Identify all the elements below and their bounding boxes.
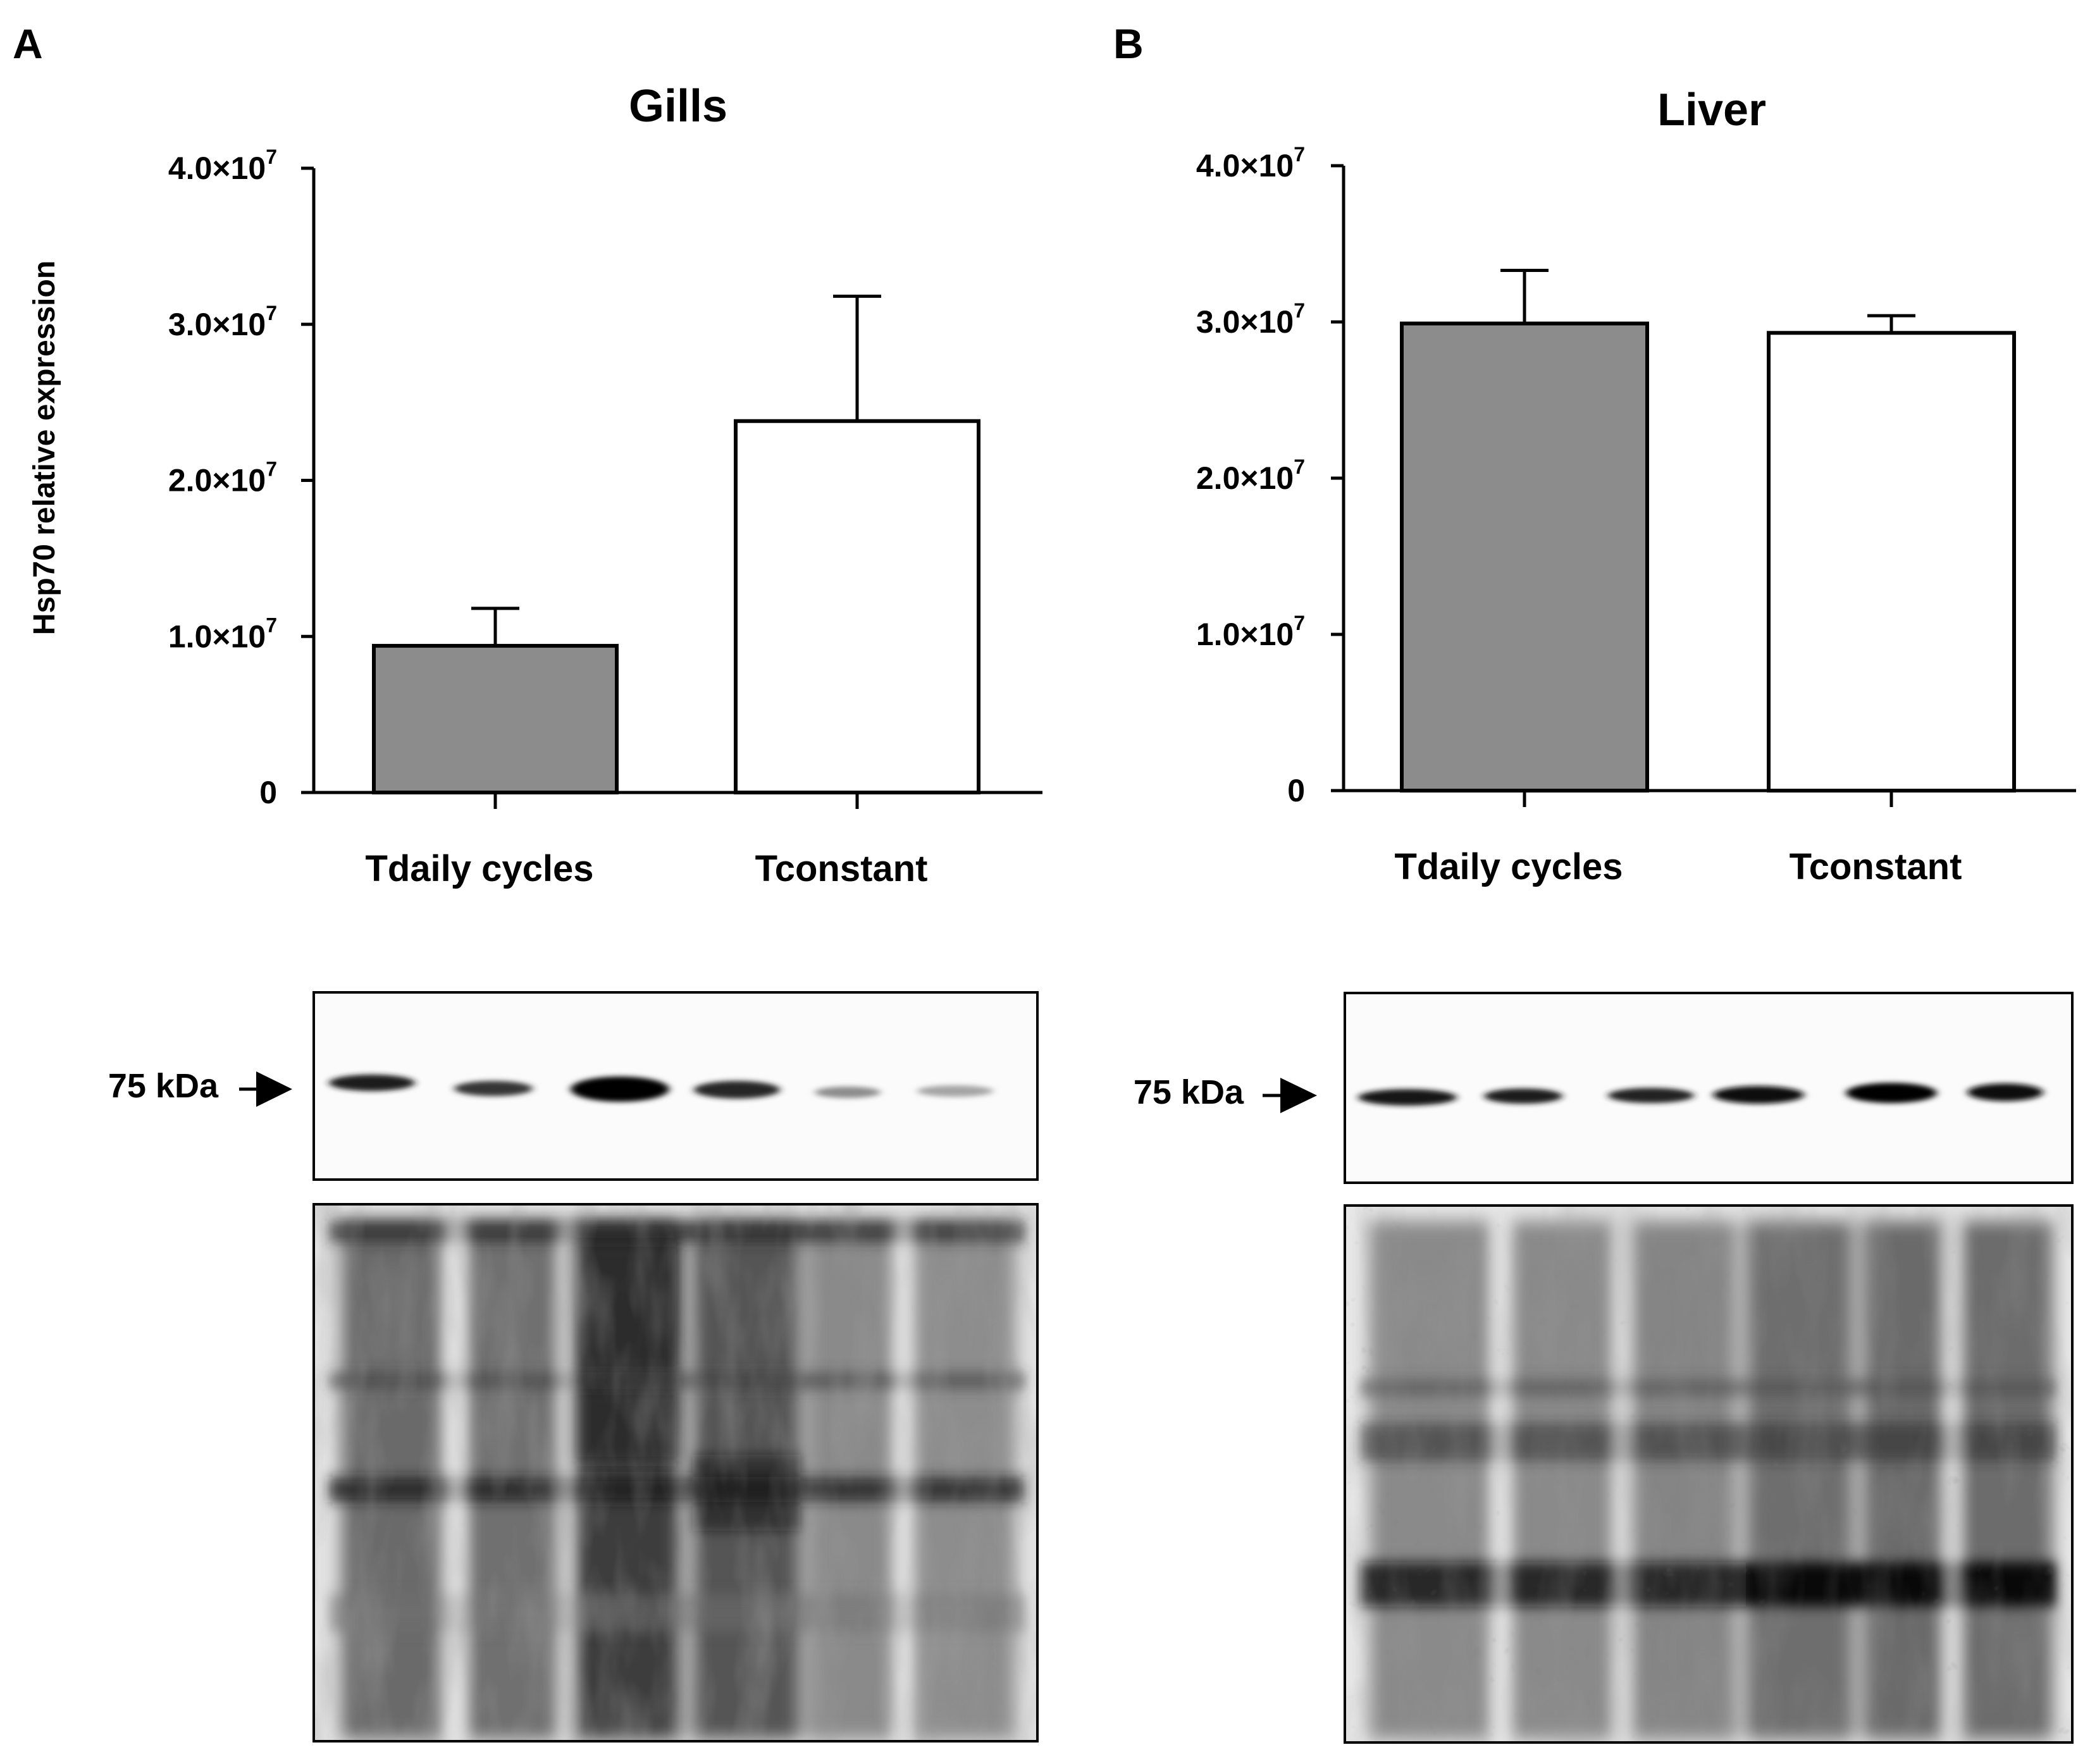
- y-tick-label-liver: 4.0×107: [1196, 143, 1305, 183]
- category-label-liver: Tdaily cycles: [1394, 846, 1623, 887]
- band-liver-5: [1846, 1083, 1937, 1103]
- y-tick-label-liver: 0: [1287, 773, 1305, 808]
- band-gills-6: [917, 1085, 993, 1097]
- band-gills-1: [329, 1075, 415, 1091]
- y-tick-label-gills: 1.0×107: [168, 614, 277, 654]
- blot-gills-frame: [312, 991, 1039, 1181]
- y-tick-label-gills: 2.0×107: [168, 458, 277, 498]
- y-tick-label-gills: 4.0×107: [168, 145, 277, 186]
- marker-arrow-gills: [239, 1071, 292, 1107]
- bar-gills-1: [734, 419, 980, 794]
- band-liver-2: [1484, 1089, 1562, 1104]
- y-tick-label-liver: 1.0×107: [1196, 612, 1305, 652]
- western-blot-liver: 75 kDa: [1134, 992, 2074, 1184]
- category-label-gills: Tdaily cycles: [365, 848, 593, 889]
- y-tick-label-gills: 0: [259, 775, 277, 810]
- blot-liver-frame: [1344, 992, 2074, 1184]
- chart-title-gills: Gills: [629, 81, 727, 132]
- band-liver-3: [1608, 1088, 1694, 1103]
- chart-gills: 0 1.0×107 2.0×107 3.0×107 4.0×107 Tdaily cycl…: [168, 145, 1042, 889]
- chart-liver: 0 1.0×107 2.0×107 3.0×107 4.0×107 Tdaily cycl…: [1196, 143, 2076, 887]
- y-axis-label: Hsp70 relative expression: [28, 261, 61, 635]
- marker-label-liver: 75 kDa: [1134, 1073, 1244, 1111]
- y-tick-label-gills: 3.0×107: [168, 302, 277, 342]
- protein-stain-liver: [1344, 1204, 2074, 1744]
- bar-gills-0: [372, 644, 619, 794]
- panel-letter-a: A: [13, 20, 43, 67]
- category-label-gills: Tconstant: [755, 848, 928, 889]
- band-gills-3: [571, 1076, 669, 1102]
- blot-liver-bands: [1358, 1083, 2043, 1106]
- band-liver-4: [1713, 1086, 1804, 1104]
- blot-gills-bands: [329, 1075, 993, 1102]
- category-label-liver: Tconstant: [1790, 846, 1962, 887]
- marker-label-gills: 75 kDa: [108, 1067, 219, 1105]
- stain-gills-frame: [312, 1203, 1039, 1742]
- band-gills-5: [815, 1087, 881, 1098]
- bar-liver-1: [1767, 331, 2016, 793]
- y-tick-label-liver: 3.0×107: [1196, 299, 1305, 340]
- western-blot-gills: 75 kDa: [108, 991, 1039, 1181]
- band-liver-1: [1358, 1089, 1457, 1106]
- marker-arrow-liver: [1263, 1078, 1317, 1113]
- stain-liver-frame: [1344, 1204, 2074, 1744]
- protein-stain-gills: [312, 1203, 1039, 1742]
- chart-title-liver: Liver: [1657, 85, 1766, 135]
- bar-liver-0: [1400, 321, 1649, 793]
- y-tick-label-liver: 2.0×107: [1196, 455, 1305, 496]
- band-liver-6: [1967, 1083, 2043, 1101]
- panel-letter-b: B: [1113, 20, 1144, 67]
- band-gills-4: [694, 1081, 780, 1099]
- band-gills-2: [454, 1081, 533, 1096]
